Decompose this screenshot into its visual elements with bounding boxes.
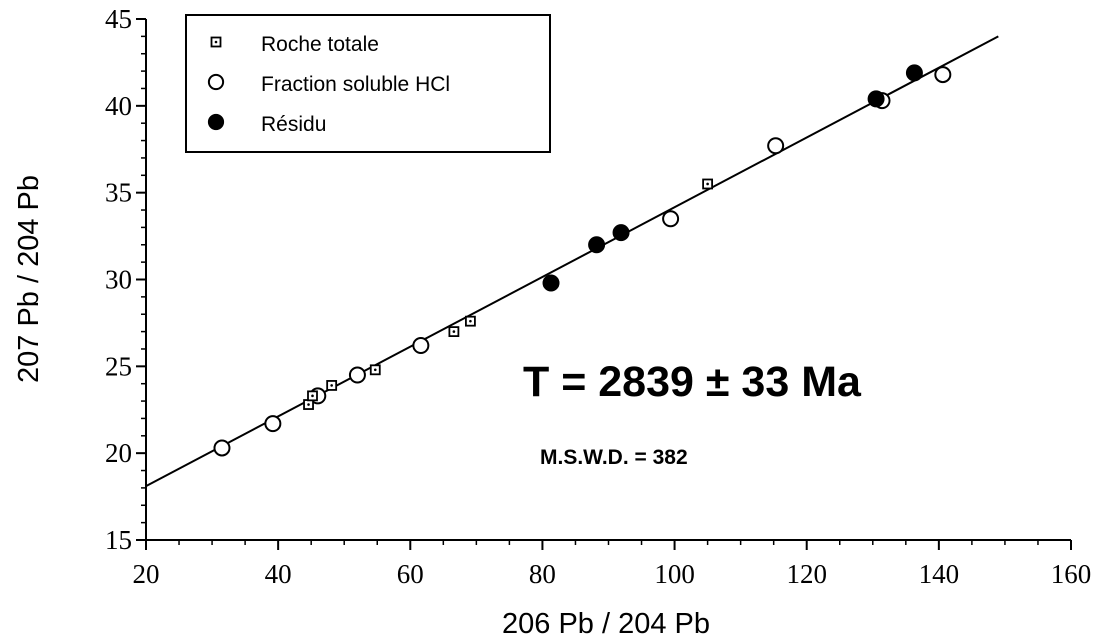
roche-totale-point	[448, 326, 460, 338]
residu-point	[867, 90, 885, 108]
residu-point	[542, 274, 560, 292]
legend-items: Roche totale Fraction soluble HCl Résidu	[207, 33, 450, 136]
square-marker-dot	[214, 40, 218, 44]
legend-label: Roche totale	[261, 33, 379, 56]
fraction-soluble-point	[348, 366, 366, 384]
fraction-soluble-point	[412, 336, 430, 354]
square-marker-dot	[706, 182, 709, 186]
legend-label: Résidu	[261, 113, 326, 136]
fraction-soluble-point	[934, 66, 952, 84]
legend-open-circle-icon	[207, 73, 225, 91]
x-tick-label: 140	[919, 559, 960, 589]
roche-totale-point	[369, 364, 381, 376]
data-points	[213, 64, 952, 457]
residu-point	[905, 64, 923, 82]
regression-line	[145, 35, 999, 488]
fraction-soluble-point	[264, 415, 282, 433]
y-tick-label: 45	[105, 4, 132, 34]
legend-filled-circle-icon	[207, 113, 225, 131]
age-annotation: T = 2839 ± 33 Ma	[523, 358, 862, 406]
square-marker-dot	[307, 403, 310, 406]
fraction-soluble-point	[767, 137, 785, 155]
regression-line-layer	[145, 35, 999, 488]
roche-totale-point	[465, 315, 476, 327]
residu-point	[612, 224, 630, 242]
x-tick-label: 160	[1051, 559, 1092, 589]
y-axis-title: 207 Pb / 204 Pb	[13, 175, 45, 383]
x-tick-label: 100	[654, 559, 695, 589]
legend: Roche totale Fraction soluble HCl Résidu	[185, 14, 551, 153]
y-tick-label: 35	[105, 178, 132, 208]
x-tick-label: 120	[786, 559, 827, 589]
square-marker-dot	[330, 384, 333, 387]
roche-totale-point	[326, 380, 338, 391]
roche-totale-point	[303, 399, 314, 410]
square-marker-dot	[469, 319, 472, 323]
x-tick-label: 40	[265, 559, 292, 589]
roche-totale-point	[702, 178, 714, 190]
fraction-soluble-point	[662, 210, 680, 228]
x-axis-title: 206 Pb / 204 Pb	[502, 608, 710, 638]
legend-square-marker-icon	[210, 36, 222, 48]
x-tick-label: 20	[133, 559, 160, 589]
y-tick-label: 20	[105, 438, 132, 468]
x-tick-label: 60	[397, 559, 424, 589]
residu-point	[588, 236, 606, 254]
y-tick-label: 15	[105, 525, 132, 555]
y-tick-label: 25	[105, 351, 132, 381]
fraction-soluble-point	[213, 439, 231, 457]
roche-totale-point	[307, 390, 318, 402]
legend-box	[185, 14, 551, 153]
mswd-annotation: M.S.W.D. = 382	[540, 446, 688, 469]
legend-label: Fraction soluble HCl	[261, 73, 450, 96]
square-marker-dot	[311, 394, 314, 398]
x-tick-label: 80	[529, 559, 556, 589]
square-marker-dot	[452, 330, 456, 333]
square-marker-dot	[373, 368, 377, 372]
y-tick-label: 30	[105, 265, 132, 295]
y-tick-label: 40	[105, 91, 132, 121]
